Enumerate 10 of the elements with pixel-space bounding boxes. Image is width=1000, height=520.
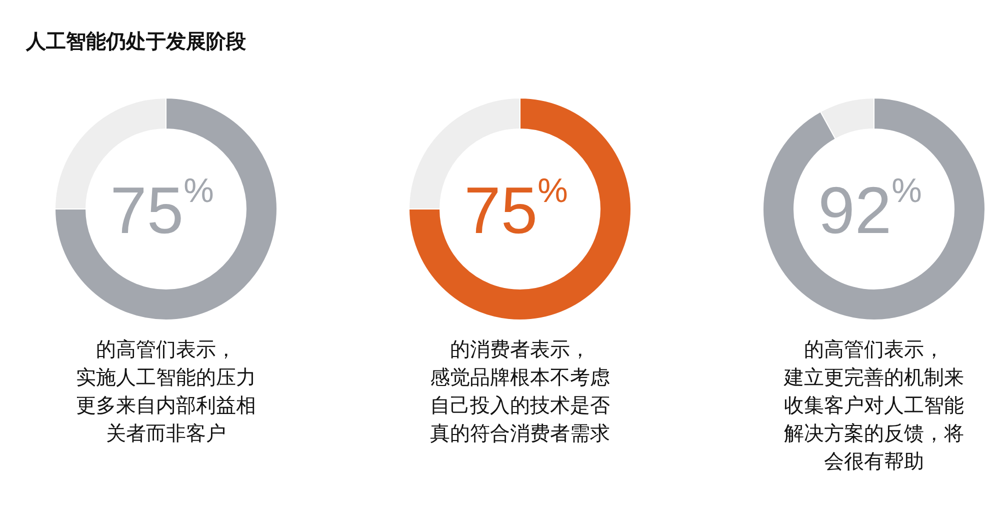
donut-slice	[408, 98, 632, 320]
text: 的消费者表示，感觉品牌根本不考虑自己投入的技术是否真的符合消费者需求	[430, 339, 610, 445]
chart-title: 人工智能仍处于发展阶段	[25, 30, 247, 53]
donut-slice	[54, 98, 278, 320]
text: 的高管们表示，实施人工智能的压力更多来自内部利益相关者而非客户	[76, 338, 256, 445]
data-label: 75$^{%}$	[110, 172, 214, 247]
data-label: 75$^{%}$	[464, 172, 568, 247]
data-label: 92$^{%}$	[818, 172, 922, 247]
text: 的高管们表示，建立更完善的机制来收集客户对人工智能解决方案的反馈，将会很有帮助	[783, 338, 964, 473]
donut-slice	[762, 98, 986, 320]
